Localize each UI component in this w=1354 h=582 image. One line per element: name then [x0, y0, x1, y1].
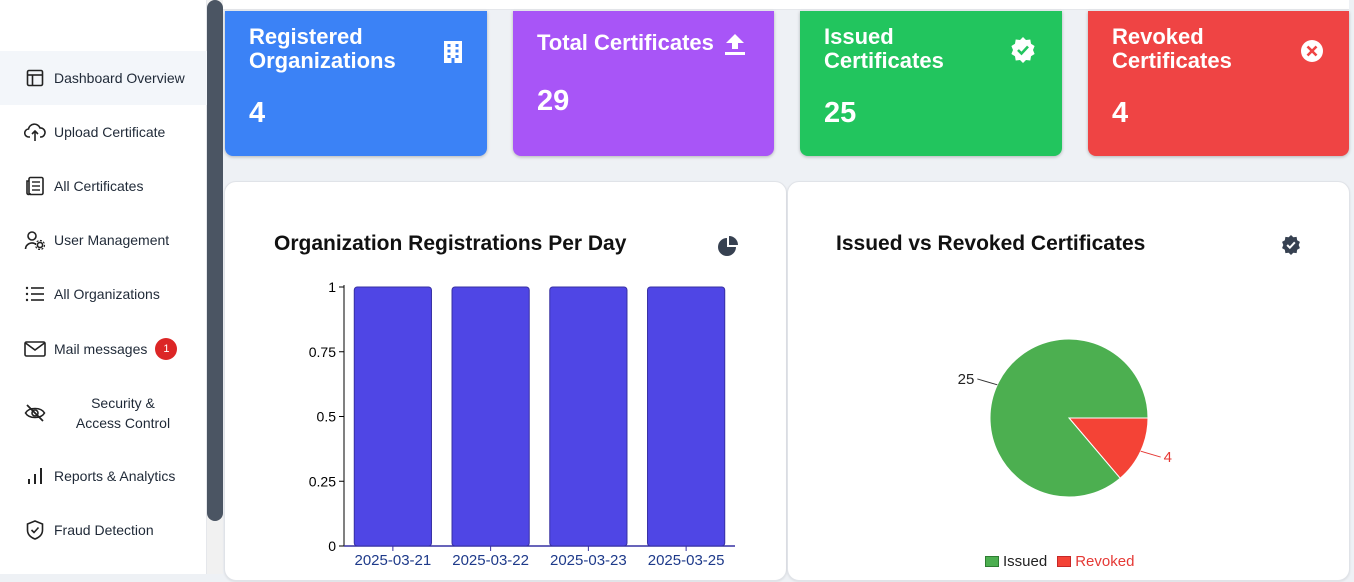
sidebar-item-security-access-control[interactable]: Security & Access Control: [0, 386, 207, 440]
sidebar-item-user-management[interactable]: User Management: [0, 213, 207, 267]
bar: [451, 286, 530, 547]
y-tick-label: 0.25: [309, 473, 336, 489]
shield-check-icon: [24, 519, 46, 541]
sidebar-item-reports-analytics[interactable]: Reports & Analytics: [0, 449, 207, 503]
pie-data-label: 25: [958, 371, 975, 388]
y-tick-label: 0: [328, 538, 336, 554]
sidebar-item-label: Mail messages: [54, 341, 148, 357]
chart-title: Issued vs Revoked Certificates: [836, 232, 1146, 255]
stat-card-revoked-certificates: Revoked Certificates 4: [1088, 11, 1349, 156]
stat-card-title: Issued Certificates: [824, 24, 944, 73]
sidebar-item-all-certificates[interactable]: All Certificates: [0, 159, 207, 213]
mail-icon: [24, 338, 46, 360]
registrations-bar-chart: 0 0.25 0.5 0.75 1 2025-03-21 2025-03-22 2025-03…: [309, 279, 735, 569]
bar-chart-icon: [24, 465, 46, 487]
sidebar-item-label: Fraud Detection: [54, 522, 154, 538]
eye-off-icon: [24, 402, 46, 424]
x-tick-label: 2025-03-23: [550, 552, 627, 569]
chart-legend: Issued Revoked: [985, 553, 1134, 570]
list-icon: [24, 283, 46, 305]
unread-count-badge: 1: [155, 338, 178, 360]
stat-card-registered-organizations: Registered Organizations 4: [225, 11, 487, 156]
bar: [549, 286, 628, 547]
y-tick-label: 1: [328, 279, 336, 295]
sidebar-item-label: Reports & Analytics: [54, 468, 176, 484]
x-tick-label: 2025-03-25: [648, 552, 725, 569]
badge-check-icon: [1281, 235, 1303, 257]
sidebar-item-fraud-detection[interactable]: Fraud Detection: [0, 503, 207, 557]
stat-card-issued-certificates: Issued Certificates 25: [800, 11, 1062, 156]
y-tick-label: 0.5: [317, 409, 337, 425]
legend-swatch-issued: [985, 556, 999, 567]
pie-leader-line: [977, 378, 998, 386]
issued-revoked-chart-panel: Issued vs Revoked Certificates 4 25 Issue…: [787, 181, 1350, 581]
registrations-chart-panel: Organization Registrations Per Day 0 0.25…: [224, 181, 787, 581]
x-tick-label: 2025-03-22: [452, 552, 529, 569]
newspaper-icon: [24, 175, 46, 197]
bar: [647, 286, 726, 547]
sidebar-item-dashboard-overview[interactable]: Dashboard Overview: [0, 51, 207, 105]
y-tick-label: 0.75: [309, 344, 336, 360]
legend-label-issued: Issued: [1003, 553, 1048, 570]
stat-card-value: 4: [249, 97, 266, 129]
sidebar-item-label: Dashboard Overview: [54, 70, 185, 86]
legend-label-revoked: Revoked: [1075, 553, 1135, 570]
sidebar-item-label: User Management: [54, 232, 170, 248]
stat-card-value: 29: [537, 85, 570, 117]
stat-card-value: 4: [1112, 97, 1129, 129]
sidebar-item-label: All Certificates: [54, 178, 144, 194]
layout-icon: [24, 67, 46, 89]
stat-card-title: Total Certificates: [537, 30, 714, 55]
pie-chart-icon: [717, 235, 739, 257]
chart-title: Organization Registrations Per Day: [274, 232, 627, 255]
upload-arrow-icon: [722, 31, 748, 57]
issued-revoked-pie-chart: 4 25: [958, 338, 1172, 498]
pie-data-label: 4: [1164, 449, 1172, 466]
stat-card-title: Revoked Certificates: [1112, 24, 1232, 73]
sidebar-item-mail-messages[interactable]: Mail messages 1: [0, 322, 207, 376]
pie-leader-line: [1140, 450, 1161, 458]
header-strip: [223, 0, 1349, 10]
user-gear-icon: [24, 229, 46, 251]
x-circle-icon: [1299, 38, 1325, 64]
bar: [353, 286, 432, 547]
sidebar-item-all-organizations[interactable]: All Organizations: [0, 267, 207, 321]
pie-slice-issued: [989, 338, 1149, 498]
cloud-upload-icon: [24, 121, 46, 143]
badge-check-icon: [1010, 37, 1036, 63]
sidebar-item-label: Upload Certificate: [54, 124, 166, 140]
legend-swatch-revoked: [1057, 556, 1072, 567]
stat-card-value: 25: [824, 97, 857, 129]
stat-card-title: Registered Organizations: [249, 24, 396, 73]
sidebar-scrollbar-thumb[interactable]: [207, 0, 223, 521]
building-icon: [440, 39, 466, 65]
stat-card-total-certificates: Total Certificates 29: [513, 11, 774, 156]
sidebar-item-label: All Organizations: [54, 286, 160, 302]
sidebar-item-label: Security & Access Control: [75, 395, 171, 431]
x-tick-label: 2025-03-21: [355, 552, 432, 569]
sidebar: Dashboard Overview Upload Certificate Al…: [0, 0, 207, 574]
sidebar-item-upload-certificate[interactable]: Upload Certificate: [0, 105, 207, 159]
